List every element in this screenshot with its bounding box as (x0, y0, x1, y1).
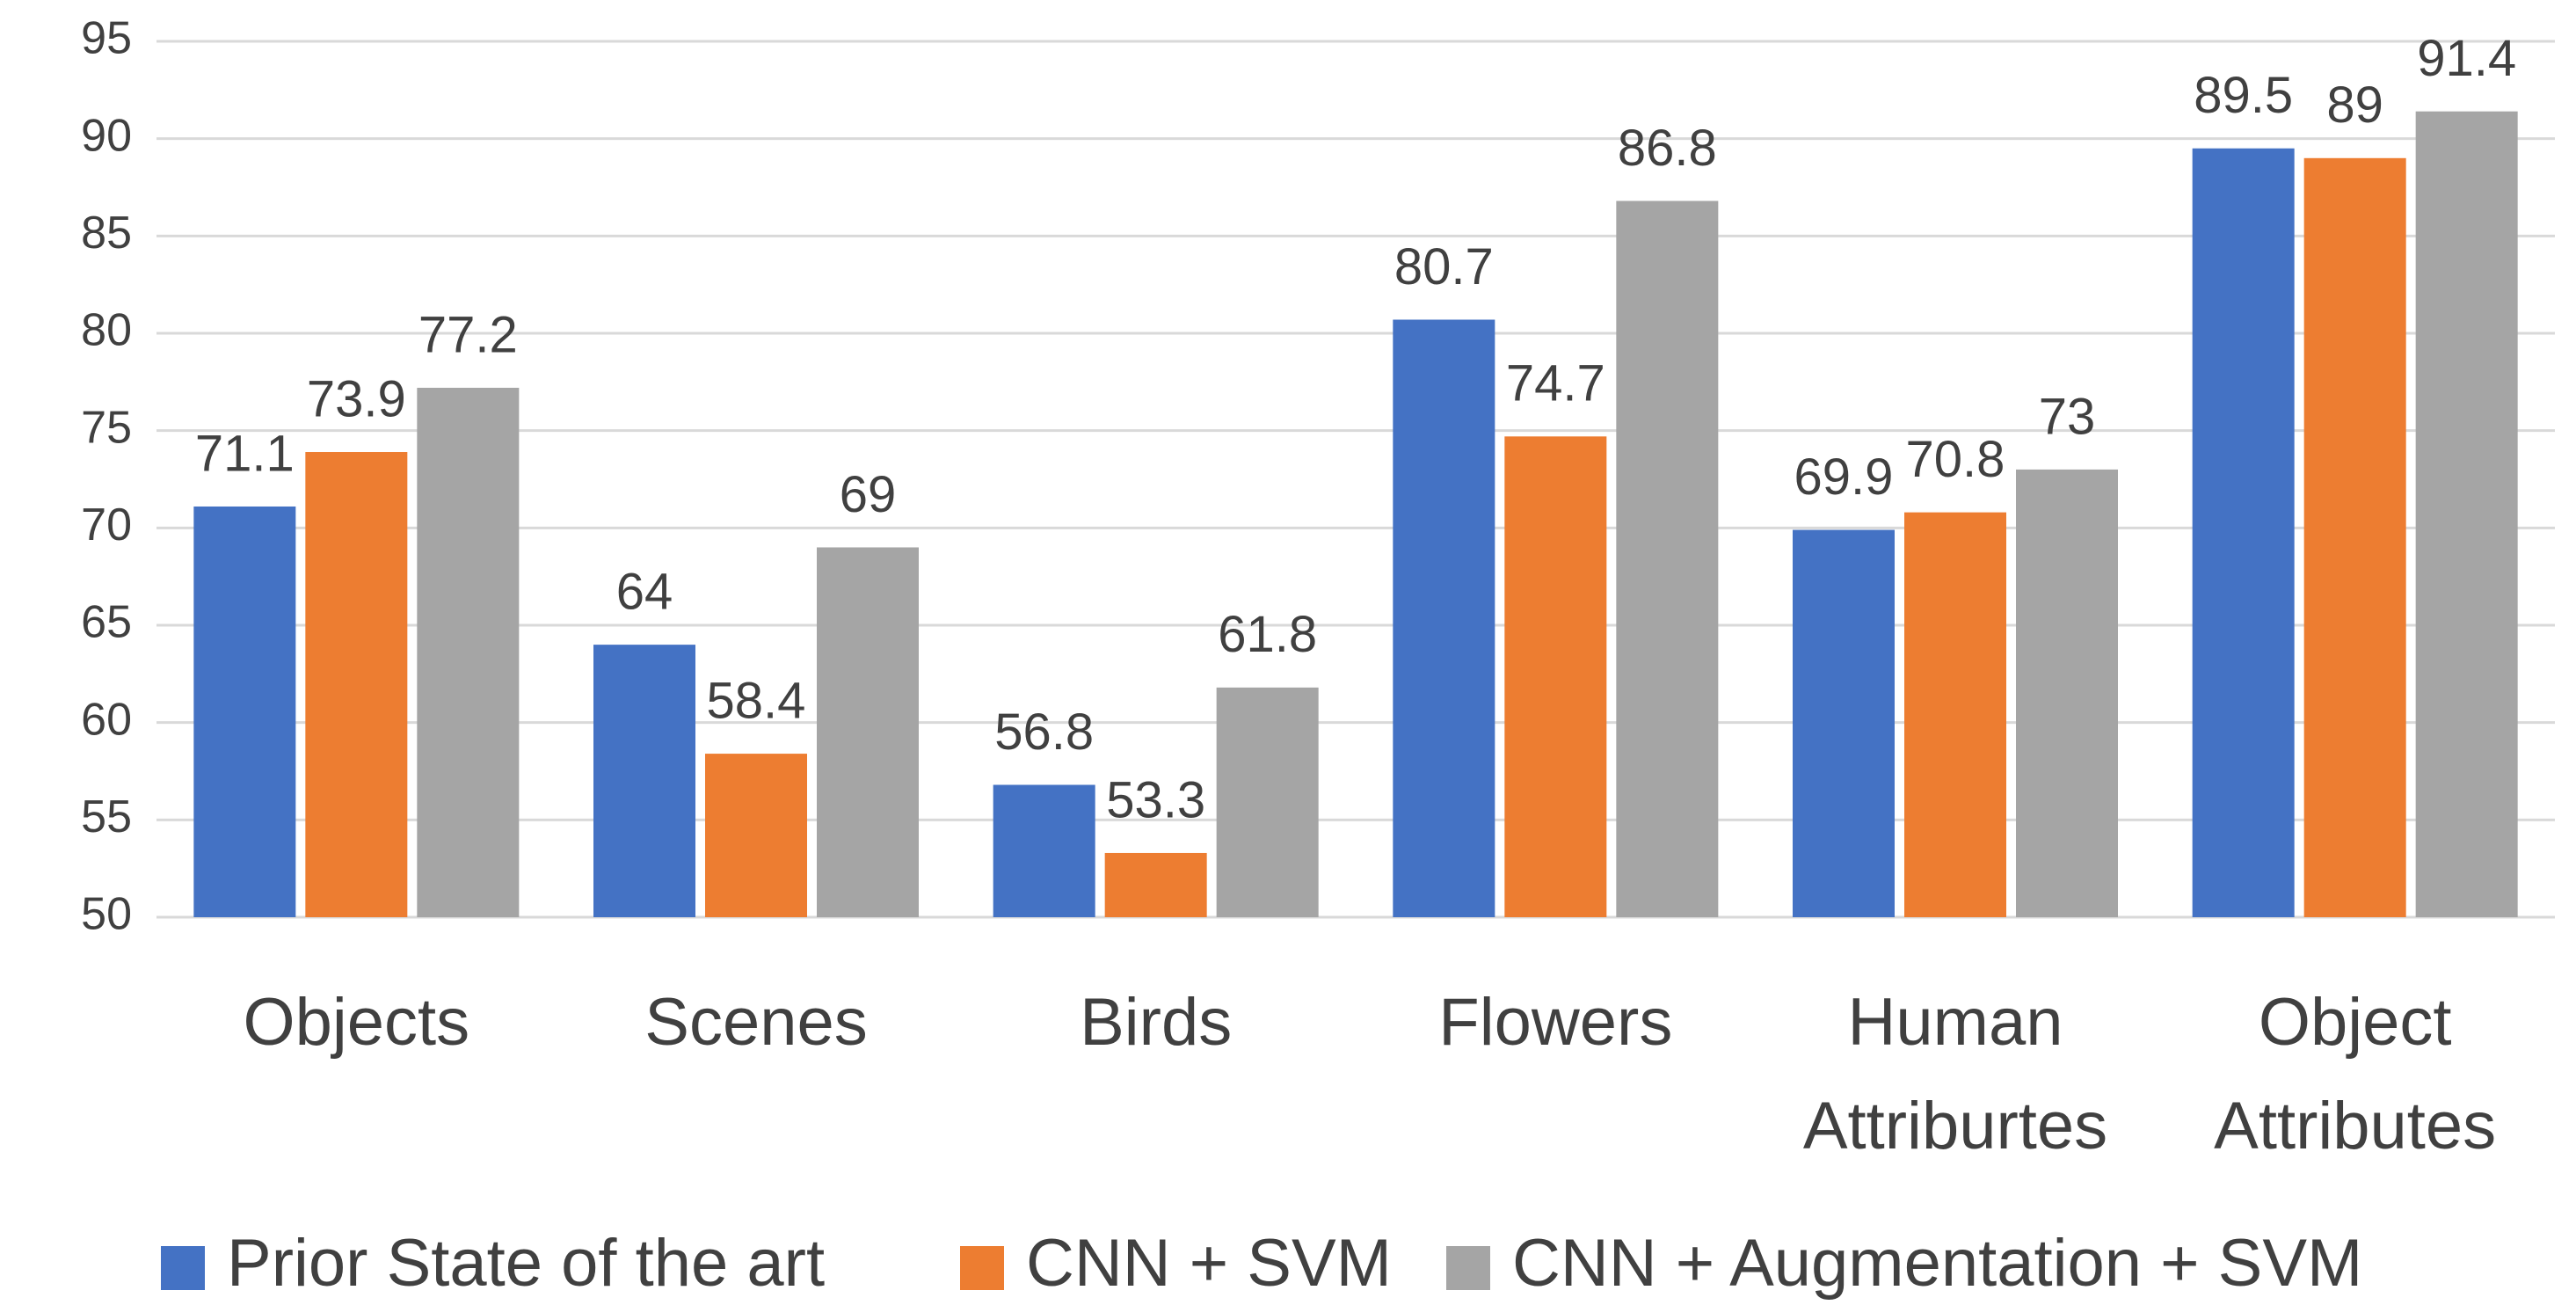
data-label: 89.5 (2194, 67, 2293, 124)
x-tick-label: Scenes (644, 985, 868, 1060)
x-tick-label: Human (1848, 985, 2063, 1060)
x-tick-label: Attributes (2214, 1089, 2496, 1163)
bar (1104, 852, 1207, 917)
bar (305, 452, 408, 917)
x-tick-label: Objects (244, 985, 470, 1060)
bar (2016, 469, 2118, 917)
data-label: 73.9 (307, 370, 406, 427)
y-tick-label: 75 (81, 402, 132, 453)
bar (993, 784, 1095, 917)
data-label: 89 (2326, 77, 2383, 134)
bar (593, 645, 695, 917)
data-label: 58.4 (707, 672, 806, 729)
bar (1793, 529, 1895, 917)
data-label: 69 (840, 466, 897, 523)
y-tick-label: 65 (81, 597, 132, 648)
data-label: 71.1 (195, 425, 295, 482)
bar (417, 387, 520, 917)
legend-swatch (161, 1246, 205, 1290)
data-label: 53.3 (1106, 771, 1205, 828)
data-label: 61.8 (1218, 606, 1317, 663)
x-tick-label: Object (2259, 985, 2452, 1060)
bar (2303, 157, 2406, 918)
data-label: 91.4 (2417, 30, 2516, 87)
y-tick-label: 90 (81, 110, 132, 161)
bar (1616, 200, 1719, 917)
legend-label: CNN + SVM (1026, 1226, 1392, 1301)
y-tick-label: 80 (81, 305, 132, 356)
y-tick-label: 55 (81, 791, 132, 842)
bar (2415, 111, 2518, 918)
bar (2192, 148, 2295, 917)
bar (1393, 319, 1495, 917)
y-tick-label: 60 (81, 694, 132, 745)
data-label: 64 (616, 563, 673, 620)
x-tick-label: Birds (1080, 985, 1232, 1060)
data-label: 77.2 (418, 306, 518, 363)
legend-label: CNN + Augmentation + SVM (1512, 1226, 2362, 1301)
y-tick-label: 70 (81, 499, 132, 550)
y-tick-label: 85 (81, 208, 132, 259)
x-tick-label: Flowers (1438, 985, 1672, 1060)
bar (1504, 436, 1607, 918)
bar (1904, 512, 2006, 917)
bar (1216, 687, 1319, 917)
legend-label: Prior State of the art (227, 1226, 825, 1301)
data-label: 70.8 (1906, 431, 2005, 488)
y-tick-label: 95 (81, 13, 132, 64)
data-label: 69.9 (1794, 448, 1894, 506)
bar (705, 754, 807, 917)
y-tick-label: 50 (81, 889, 132, 940)
data-label: 73 (2039, 388, 2096, 445)
x-tick-label: Attriburtes (1803, 1089, 2107, 1163)
legend-swatch (1446, 1246, 1490, 1290)
data-label: 74.7 (1506, 355, 1605, 412)
bar (193, 506, 296, 917)
legend-swatch (960, 1246, 1004, 1290)
data-label: 80.7 (1394, 238, 1494, 295)
data-label: 86.8 (1618, 120, 1717, 177)
data-label: 56.8 (994, 704, 1094, 761)
bar (817, 547, 919, 917)
